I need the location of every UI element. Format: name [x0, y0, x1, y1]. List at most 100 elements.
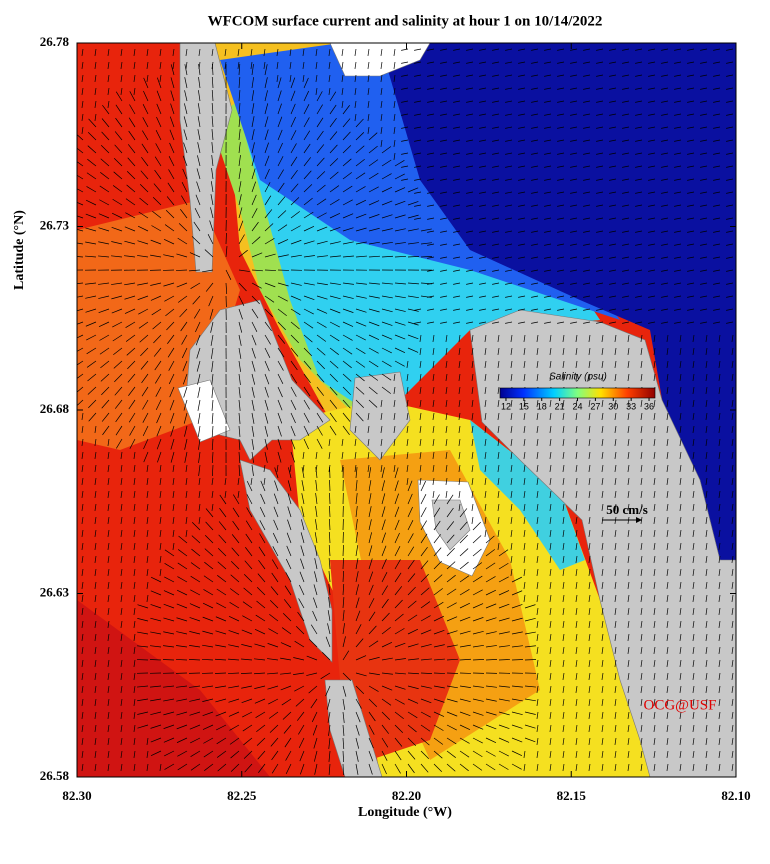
current-arrow — [666, 542, 669, 550]
current-arrow — [328, 750, 331, 762]
current-arrow — [726, 269, 734, 272]
current-arrow — [432, 399, 435, 407]
current-arrow — [497, 386, 500, 394]
current-arrow — [277, 373, 284, 384]
current-arrow — [381, 241, 393, 245]
current-arrow — [498, 763, 509, 770]
current-arrow — [549, 698, 552, 706]
current-arrow — [316, 295, 328, 300]
current-arrow — [583, 243, 591, 246]
current-arrow — [120, 711, 123, 719]
current-arrow — [420, 242, 432, 245]
current-arrow — [137, 282, 149, 286]
current-arrow — [280, 685, 292, 691]
current-arrow — [295, 625, 305, 635]
current-arrow — [182, 360, 188, 372]
current-arrow — [185, 503, 188, 511]
current-arrow — [246, 494, 253, 505]
current-arrow — [202, 658, 214, 661]
current-arrow — [313, 597, 318, 609]
current-arrow — [150, 239, 162, 245]
current-arrow — [713, 74, 721, 77]
current-arrow — [181, 182, 188, 193]
current-arrow — [726, 152, 734, 155]
current-arrow — [315, 493, 318, 505]
current-arrow — [458, 347, 461, 355]
current-arrow — [394, 187, 406, 193]
current-arrow — [557, 191, 565, 194]
current-arrow — [601, 360, 604, 368]
current-arrow — [88, 118, 97, 128]
current-arrow — [653, 490, 656, 498]
current-arrow — [713, 126, 721, 129]
current-arrow — [484, 529, 487, 537]
current-arrow — [183, 142, 188, 154]
current-arrow — [627, 594, 630, 602]
current-arrow — [133, 698, 136, 706]
current-arrow — [700, 269, 708, 272]
current-arrow — [181, 334, 188, 345]
current-arrow — [146, 555, 149, 563]
current-arrow — [124, 255, 136, 258]
current-arrow — [687, 152, 695, 155]
current-arrow — [107, 568, 110, 576]
current-arrow — [111, 282, 123, 285]
current-arrow — [120, 555, 123, 563]
current-arrow — [164, 295, 175, 302]
current-arrow — [433, 629, 445, 635]
current-arrow — [207, 234, 214, 245]
current-arrow — [666, 373, 669, 381]
current-arrow — [77, 399, 84, 407]
current-arrow — [196, 168, 201, 180]
current-arrow — [609, 243, 617, 246]
current-arrow — [290, 254, 302, 258]
current-arrow — [229, 737, 240, 745]
current-arrow — [653, 646, 656, 654]
current-arrow — [446, 685, 458, 689]
current-arrow — [523, 373, 526, 381]
current-arrow — [329, 295, 341, 300]
current-arrow — [692, 516, 695, 524]
current-arrow — [614, 724, 617, 732]
current-arrow — [98, 282, 110, 285]
current-arrow — [185, 490, 188, 498]
current-arrow — [518, 308, 526, 311]
current-arrow — [107, 503, 110, 511]
current-arrow — [570, 74, 578, 77]
current-arrow — [622, 152, 630, 155]
current-arrow — [172, 490, 175, 498]
current-arrow — [176, 645, 188, 648]
current-arrow — [523, 490, 526, 498]
current-arrow — [575, 412, 578, 420]
current-arrow — [705, 685, 708, 693]
current-arrow — [640, 711, 643, 719]
current-arrow — [401, 165, 409, 168]
current-arrow — [505, 256, 513, 259]
current-arrow — [445, 347, 448, 355]
current-arrow — [81, 48, 84, 56]
current-arrow — [453, 48, 461, 51]
current-arrow — [497, 425, 500, 433]
current-arrow — [245, 520, 253, 531]
current-arrow — [393, 412, 396, 420]
current-arrow — [432, 451, 435, 459]
current-arrow — [687, 48, 695, 51]
current-arrow — [355, 360, 366, 368]
current-arrow — [107, 620, 110, 628]
current-arrow — [731, 620, 734, 628]
current-arrow — [414, 178, 422, 181]
current-arrow — [492, 61, 500, 64]
current-arrow — [492, 230, 500, 233]
current-arrow — [640, 425, 643, 433]
current-arrow — [393, 373, 396, 381]
current-arrow — [583, 113, 591, 116]
current-arrow — [100, 145, 110, 154]
current-arrow — [472, 630, 484, 635]
current-arrow — [511, 711, 523, 716]
current-arrow — [523, 529, 526, 537]
current-arrow — [99, 185, 110, 193]
current-arrow — [128, 130, 136, 141]
current-arrow — [596, 204, 604, 207]
current-arrow — [264, 412, 269, 424]
current-arrow — [588, 490, 591, 498]
